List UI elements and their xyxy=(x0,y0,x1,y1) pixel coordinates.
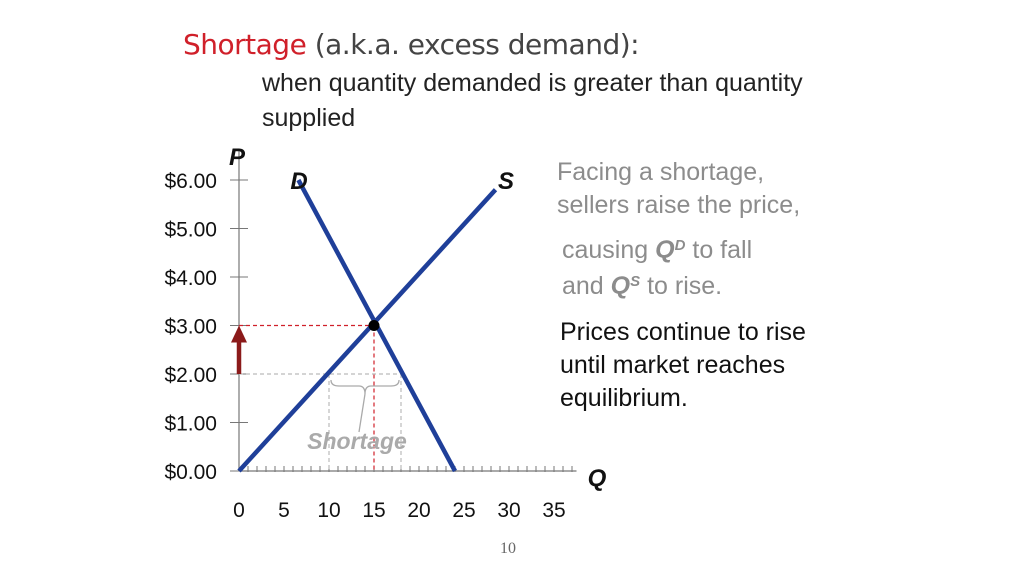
note-text: causing xyxy=(562,236,656,264)
x-axis-title: Q xyxy=(588,465,607,492)
shortage-label: Shortage xyxy=(307,428,407,454)
note-equilibrium: Prices continue to rise until market rea… xyxy=(560,316,806,415)
note-qs-rises: and QS to rise. xyxy=(562,270,722,303)
price-rise-arrow-head xyxy=(231,325,247,343)
note-facing-shortage: Facing a shortage, sellers raise the pri… xyxy=(557,156,800,222)
note-text: to fall xyxy=(685,236,753,264)
note-qd-falls: causing QD to fall xyxy=(562,234,752,267)
x-tick-label: 35 xyxy=(542,499,565,522)
x-tick-label: 25 xyxy=(452,499,475,522)
supply-curve-label: S xyxy=(498,168,514,195)
quantity-symbol: Q xyxy=(655,236,675,264)
note-line: Prices continue to rise xyxy=(560,318,806,346)
quantity-symbol: Q xyxy=(610,272,631,300)
curve-s xyxy=(237,188,498,473)
demand-curve-label: D xyxy=(290,168,307,195)
note-text: to rise. xyxy=(640,272,723,300)
title-keyword: Shortage xyxy=(183,28,307,61)
y-tick-label: $3.00 xyxy=(164,316,217,339)
y-tick-label: $4.00 xyxy=(164,267,217,290)
x-tick-label: 15 xyxy=(362,499,385,522)
demand-superscript: D xyxy=(674,237,686,254)
page-number: 10 xyxy=(500,540,516,557)
slide-title: Shortage (a.k.a. excess demand): xyxy=(183,28,640,61)
slide-subtitle: when quantity demanded is greater than q… xyxy=(262,69,803,132)
equilibrium-point xyxy=(368,320,380,331)
x-tick-label: 20 xyxy=(407,499,430,522)
title-paren: (a.k.a. excess demand): xyxy=(314,28,640,61)
y-tick-label: $5.00 xyxy=(164,219,217,242)
y-tick-label: $1.00 xyxy=(164,413,217,436)
shortage-brace xyxy=(330,379,400,395)
x-tick-label: 30 xyxy=(497,499,520,522)
supply-superscript: S xyxy=(630,273,641,290)
note-line: until market reaches xyxy=(560,351,786,379)
note-line: equilibrium. xyxy=(560,384,688,412)
note-text: and xyxy=(562,272,611,300)
x-tick-label: 5 xyxy=(278,499,290,522)
y-tick-label: $2.00 xyxy=(164,364,217,387)
y-tick-label: $6.00 xyxy=(164,170,217,193)
shortage-pointer xyxy=(358,393,366,433)
note-line: sellers raise the price, xyxy=(557,191,801,219)
x-tick-label: 10 xyxy=(317,499,340,522)
y-tick-label: $0.00 xyxy=(164,461,217,484)
y-axis-title: P xyxy=(229,144,246,171)
note-line: Facing a shortage, xyxy=(557,158,765,186)
x-tick-label: 0 xyxy=(233,499,245,522)
